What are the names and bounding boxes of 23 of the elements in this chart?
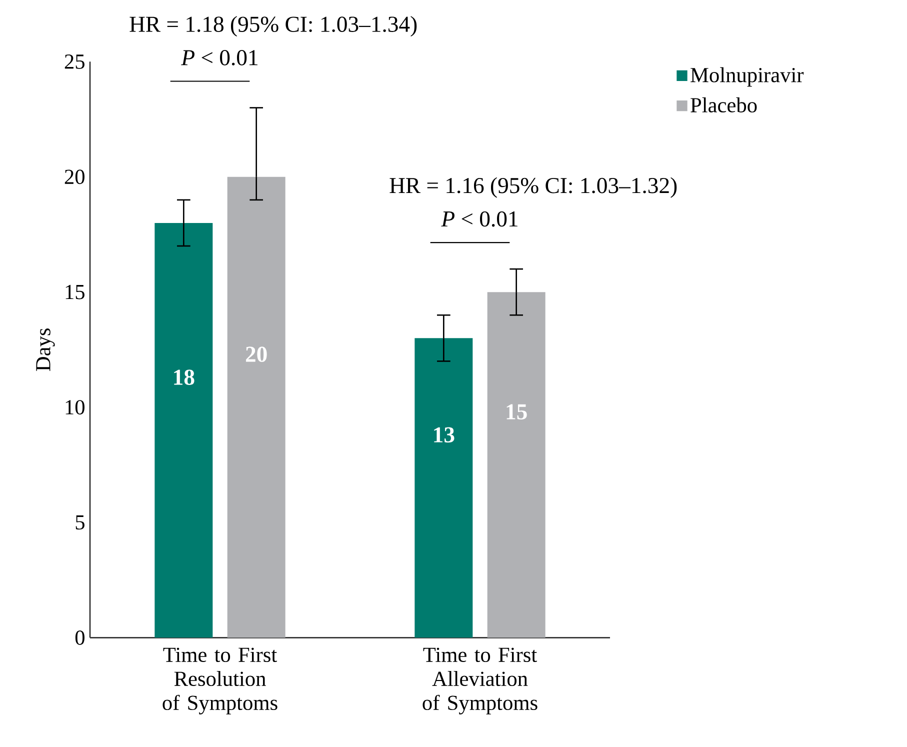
annotation: HR = 1.16 (95% CI: 1.03–1.32) [390,177,677,198]
data-label: 20 [246,346,267,362]
y-tick-label: 20 [64,170,84,184]
bar [154,222,213,638]
data-label: 18 [174,370,194,385]
bar [227,176,286,638]
y-tick-label: 5 [76,515,84,530]
legend-label: Placebo [690,97,757,112]
data-label: 15 [506,404,527,420]
y-tick-label: 0 [75,630,84,645]
text: HR = 1.18 (95% CI: 1.03–1.34) [130,16,417,37]
annotation: P < 0.01 [181,50,258,66]
annotation: P < 0.01 [441,211,518,227]
data-label: 13 [434,427,454,443]
bar [414,338,473,638]
y-tick-label: 15 [66,284,84,300]
x-tick-label: Time to First Resolution of Symptoms [162,648,278,714]
legend-label: Molnupiravir [690,67,804,87]
bar [487,292,546,638]
y-axis-title: Days [36,328,55,371]
x-tick-label: Time to First Alleviation of Symptoms [422,648,538,714]
y-tick-label: 10 [66,400,84,414]
y-tick-label: 25 [64,54,84,69]
